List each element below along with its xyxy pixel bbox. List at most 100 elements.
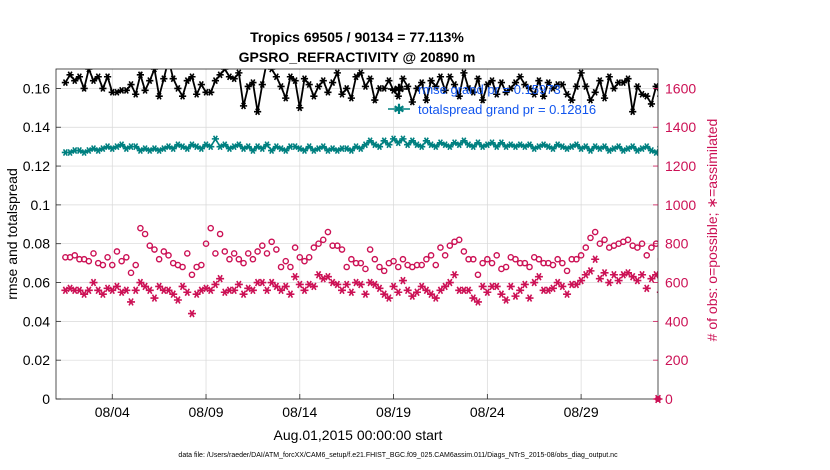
totalspread-point (366, 137, 374, 145)
assimilated-point (169, 290, 178, 299)
assimilated-point (563, 290, 572, 299)
y-right-tick-label: 1000 (665, 197, 696, 213)
rmse-point (286, 73, 295, 81)
totalspread-point (803, 161, 810, 167)
totalspread-point (821, 155, 828, 161)
rmse-point (765, 103, 772, 109)
assimilated-point (272, 282, 281, 291)
assimilated-point (262, 286, 271, 295)
possible-point (657, 257, 658, 261)
assimilated-point (408, 292, 417, 300)
possible-point (338, 246, 346, 253)
assimilated-point (239, 290, 248, 299)
totalspread-point (572, 141, 581, 149)
assimilated-point (680, 291, 688, 298)
assimilated-point (338, 286, 346, 295)
rmse-point (230, 75, 238, 83)
rmse-point (132, 90, 140, 98)
possible-point (305, 253, 313, 261)
y-tick-label: 0.02 (23, 352, 50, 368)
assimilated-point (211, 280, 220, 289)
totalspread-point (723, 151, 730, 157)
assimilated-point (520, 280, 529, 289)
rmse-point (333, 69, 341, 77)
possible-point (432, 261, 440, 269)
rmse-point (343, 84, 351, 92)
totalspread-point (497, 139, 505, 147)
assimilated-point (178, 282, 187, 291)
totalspread-point (779, 155, 786, 161)
rmse-point (460, 69, 468, 77)
totalspread-point (582, 143, 590, 151)
possible-point (146, 242, 154, 249)
assimilated-point (361, 290, 370, 299)
possible-point (747, 264, 752, 269)
rmse-point (427, 77, 435, 85)
totalspread-point (760, 159, 767, 165)
rmse-point (779, 93, 786, 99)
chart-title: Tropics 69505 / 90134 = 77.113% (250, 29, 464, 45)
rmse-point (272, 73, 280, 81)
possible-point (315, 240, 322, 248)
possible-point (624, 236, 632, 244)
totalspread-point (347, 147, 355, 155)
rmse-point (399, 75, 407, 83)
rmse-point (502, 88, 510, 96)
assimilated-point (783, 281, 791, 288)
assimilated-point (685, 302, 693, 309)
totalspread-point (643, 143, 651, 151)
totalspread-point (183, 145, 191, 153)
totalspread-point (249, 147, 257, 155)
possible-point (455, 236, 463, 244)
possible-point (752, 257, 757, 262)
rmse-point (624, 75, 632, 83)
totalspread-point (732, 153, 739, 159)
possible-point (634, 244, 641, 251)
totalspread-point (690, 145, 697, 151)
possible-point (249, 255, 257, 263)
assimilated-point (647, 274, 656, 283)
assimilated-point (769, 283, 777, 290)
totalspread-point (385, 141, 393, 149)
possible-point (310, 244, 318, 251)
possible-point (258, 242, 266, 249)
rmse-point (394, 92, 402, 100)
rmse-point (647, 100, 656, 108)
y-tick-label: 0.14 (23, 119, 50, 135)
totalspread-point (361, 141, 370, 149)
possible-point (244, 250, 252, 257)
possible-point (212, 250, 219, 257)
possible-point (104, 253, 111, 261)
rmse-point (357, 69, 365, 77)
totalspread-point (770, 153, 777, 159)
x-tick-label: 08/14 (282, 404, 317, 420)
assimilated-point (802, 291, 810, 298)
totalspread-point (282, 147, 290, 155)
assimilated-point (141, 282, 150, 291)
rmse-point (488, 77, 496, 85)
rmse-point (544, 79, 552, 87)
possible-point (179, 263, 186, 271)
totalspread-point (817, 159, 824, 165)
assimilated-point (248, 286, 257, 295)
possible-point (108, 261, 116, 269)
assimilated-point (727, 279, 735, 286)
assimilated-point (150, 294, 159, 302)
rmse-point (99, 84, 107, 92)
possible-point (371, 255, 379, 263)
rmse-point (798, 89, 805, 95)
possible-point (273, 246, 280, 253)
assimilated-point (445, 278, 454, 287)
rmse-point (530, 90, 538, 98)
rmse-point (197, 81, 205, 89)
totalspread-point (788, 155, 795, 161)
rmse-point (141, 86, 149, 94)
assimilated-point (323, 272, 332, 281)
totalspread-point (460, 137, 468, 145)
rmse-point (122, 86, 130, 94)
assimilated-point (277, 286, 286, 295)
assimilated-point (812, 335, 820, 342)
possible-point (85, 257, 93, 265)
possible-point (127, 269, 135, 277)
possible-point (254, 248, 261, 255)
